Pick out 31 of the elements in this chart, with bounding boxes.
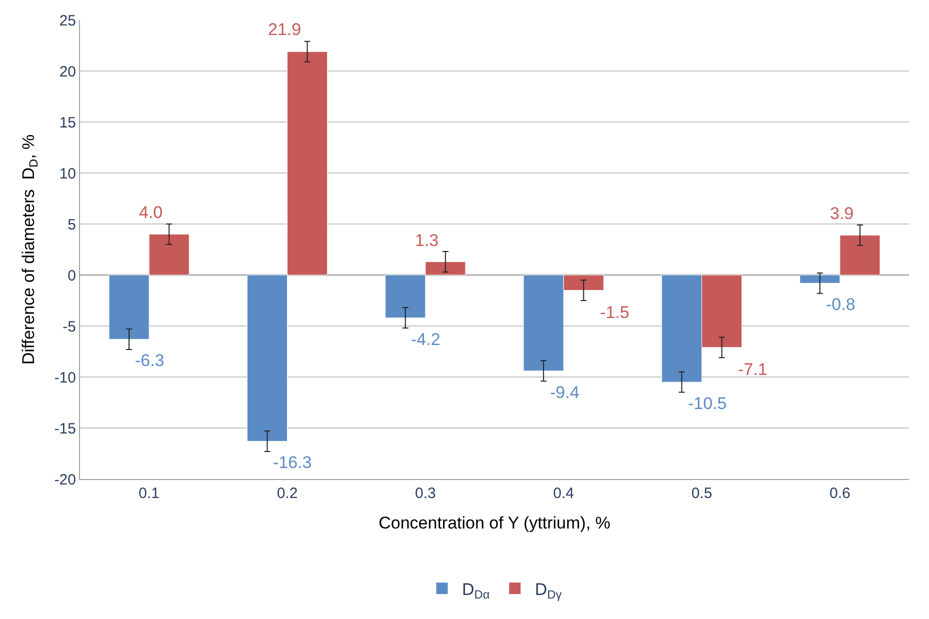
x-tick-label: 0.6 [829,485,850,502]
data-label: -1.5 [600,303,630,322]
data-label: -9.4 [550,383,580,402]
x-tick-label: 0.4 [553,485,574,502]
data-label: -0.8 [826,295,856,314]
data-label: 1.3 [415,231,439,250]
data-label: -7.1 [738,360,768,379]
data-label: 3.9 [830,204,854,223]
y-tick-label: -15 [54,420,76,438]
x-tick-label: 0.5 [691,485,712,502]
y-tick-label: -20 [54,471,76,488]
y-tick-label: 25 [59,12,76,30]
y-tick-label: 15 [59,114,76,132]
y-tick-label: -10 [54,369,76,386]
y-tick-label: 10 [59,165,76,182]
y-tick-label: 20 [59,63,76,80]
data-label: -6.3 [135,351,164,370]
legend-label: D$_{Dγ}$ [534,580,562,602]
y-tick-label: 0 [68,267,76,284]
x-tick-label: 0.2 [276,485,298,502]
data-label: -16.3 [273,453,312,472]
legend-label: D$_{Dα}$ [462,580,490,602]
data-label: 21.9 [268,20,302,39]
y-tick-label: 5 [68,216,76,234]
y-tick-label: -5 [62,318,76,336]
x-axis-title: Concentration of Y (yttrium), % [378,513,610,532]
x-tick-label: 0.1 [138,485,160,502]
data-label: 4.0 [139,203,163,222]
x-tick-label: 0.3 [414,485,436,502]
data-label: -10.5 [688,394,727,413]
data-label: -4.2 [411,330,440,349]
